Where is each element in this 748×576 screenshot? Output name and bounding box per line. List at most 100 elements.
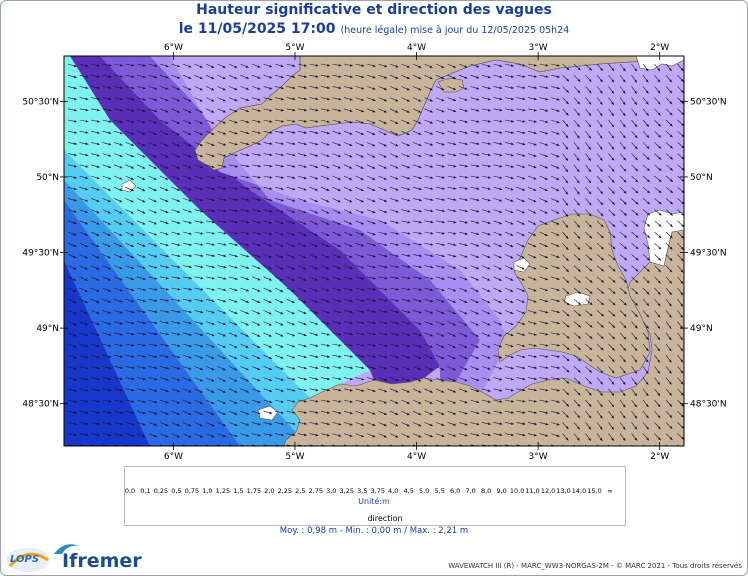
direction-arrow bbox=[332, 97, 342, 101]
direction-arrow bbox=[102, 332, 112, 336]
direction-arrow bbox=[136, 242, 146, 247]
direction-arrow bbox=[171, 354, 181, 359]
direction-arrow bbox=[573, 332, 582, 339]
direction-arrow bbox=[217, 343, 226, 348]
direction-arrow bbox=[332, 164, 341, 169]
direction-arrow bbox=[113, 399, 123, 403]
direction-arrow bbox=[343, 209, 353, 214]
direction-arrow bbox=[240, 354, 249, 360]
direction-arrow bbox=[263, 310, 272, 315]
direction-arrow bbox=[516, 276, 525, 281]
direction-arrow bbox=[470, 410, 480, 415]
direction-arrow bbox=[401, 198, 411, 202]
direction-arrow bbox=[320, 97, 330, 101]
direction-arrow bbox=[447, 298, 456, 303]
direction-arrow bbox=[343, 433, 353, 437]
direction-arrow bbox=[493, 74, 503, 79]
direction-arrow bbox=[550, 343, 560, 347]
direction-arrow bbox=[102, 310, 112, 314]
legend-unit: Unité:m bbox=[358, 497, 390, 506]
direction-arrow bbox=[573, 388, 581, 396]
direction-arrow bbox=[102, 209, 111, 214]
direction-arrow bbox=[424, 142, 434, 146]
direction-arrow bbox=[136, 276, 146, 280]
direction-arrow bbox=[550, 175, 560, 180]
direction-arrow bbox=[665, 399, 673, 407]
direction-arrow bbox=[171, 276, 181, 280]
direction-arrow bbox=[205, 298, 215, 303]
direction-arrow bbox=[585, 97, 592, 105]
direction-arrow bbox=[171, 86, 180, 91]
direction-arrow bbox=[67, 265, 77, 270]
direction-arrow bbox=[228, 97, 238, 102]
direction-arrow bbox=[550, 130, 560, 135]
direction-arrow bbox=[251, 321, 261, 326]
direction-arrow bbox=[217, 231, 227, 235]
direction-arrow bbox=[355, 254, 365, 258]
direction-arrow bbox=[332, 377, 342, 381]
direction-arrow bbox=[596, 198, 604, 206]
direction-arrow bbox=[527, 422, 537, 426]
direction-arrow bbox=[67, 399, 77, 403]
direction-arrow bbox=[217, 164, 227, 168]
direction-arrow bbox=[608, 63, 615, 72]
direction-arrow bbox=[458, 410, 468, 415]
direction-arrow bbox=[136, 287, 146, 291]
direction-arrow bbox=[113, 108, 123, 112]
direction-arrow bbox=[148, 86, 158, 90]
direction-arrow bbox=[136, 321, 146, 325]
direction-arrow bbox=[343, 354, 353, 358]
direction-arrow bbox=[458, 220, 468, 224]
direction-arrow bbox=[320, 130, 330, 135]
direction-arrow bbox=[585, 377, 592, 385]
direction-arrow bbox=[274, 86, 284, 90]
direction-arrow bbox=[136, 209, 146, 214]
direction-arrow bbox=[148, 108, 158, 113]
direction-arrow bbox=[539, 298, 549, 303]
direction-arrow bbox=[228, 388, 238, 393]
direction-arrow bbox=[596, 131, 603, 139]
direction-arrow bbox=[424, 276, 434, 280]
direction-arrow bbox=[136, 310, 146, 314]
direction-arrow bbox=[320, 321, 330, 325]
direction-arrow bbox=[90, 130, 100, 134]
direction-arrow bbox=[251, 265, 261, 270]
direction-arrow bbox=[389, 130, 399, 136]
direction-arrow bbox=[654, 220, 662, 227]
direction-arrow bbox=[504, 198, 514, 202]
direction-arrow bbox=[412, 231, 422, 235]
direction-arrow bbox=[217, 298, 227, 303]
direction-arrow bbox=[458, 332, 468, 337]
lat-label-right: 48°30'N bbox=[690, 400, 727, 410]
direction-arrow bbox=[286, 198, 296, 202]
direction-arrow bbox=[550, 164, 560, 169]
direction-arrow bbox=[389, 321, 399, 325]
direction-arrow bbox=[217, 399, 226, 404]
direction-arrow bbox=[619, 63, 626, 72]
direction-arrow bbox=[378, 86, 387, 90]
direction-arrow bbox=[205, 164, 215, 168]
direction-arrow bbox=[332, 310, 342, 314]
direction-arrow bbox=[539, 242, 548, 248]
direction-arrow bbox=[596, 153, 603, 161]
direction-arrow bbox=[585, 119, 592, 128]
direction-arrow bbox=[562, 298, 570, 306]
direction-arrow bbox=[424, 164, 434, 168]
direction-arrow bbox=[355, 186, 364, 192]
direction-arrow bbox=[366, 265, 376, 269]
direction-arrow bbox=[493, 108, 503, 112]
direction-arrow bbox=[424, 231, 434, 235]
direction-arrow bbox=[171, 321, 181, 325]
direction-arrow bbox=[516, 175, 526, 180]
direction-arrow bbox=[102, 198, 111, 203]
direction-arrow bbox=[447, 388, 456, 393]
direction-arrow bbox=[79, 231, 88, 236]
direction-arrow bbox=[148, 332, 158, 336]
direction-arrow bbox=[240, 97, 250, 101]
direction-arrow bbox=[562, 433, 569, 441]
direction-arrow bbox=[205, 231, 215, 235]
direction-arrow bbox=[539, 399, 549, 403]
direction-arrow bbox=[148, 422, 158, 426]
direction-arrow bbox=[274, 422, 284, 426]
direction-arrow bbox=[389, 74, 399, 79]
